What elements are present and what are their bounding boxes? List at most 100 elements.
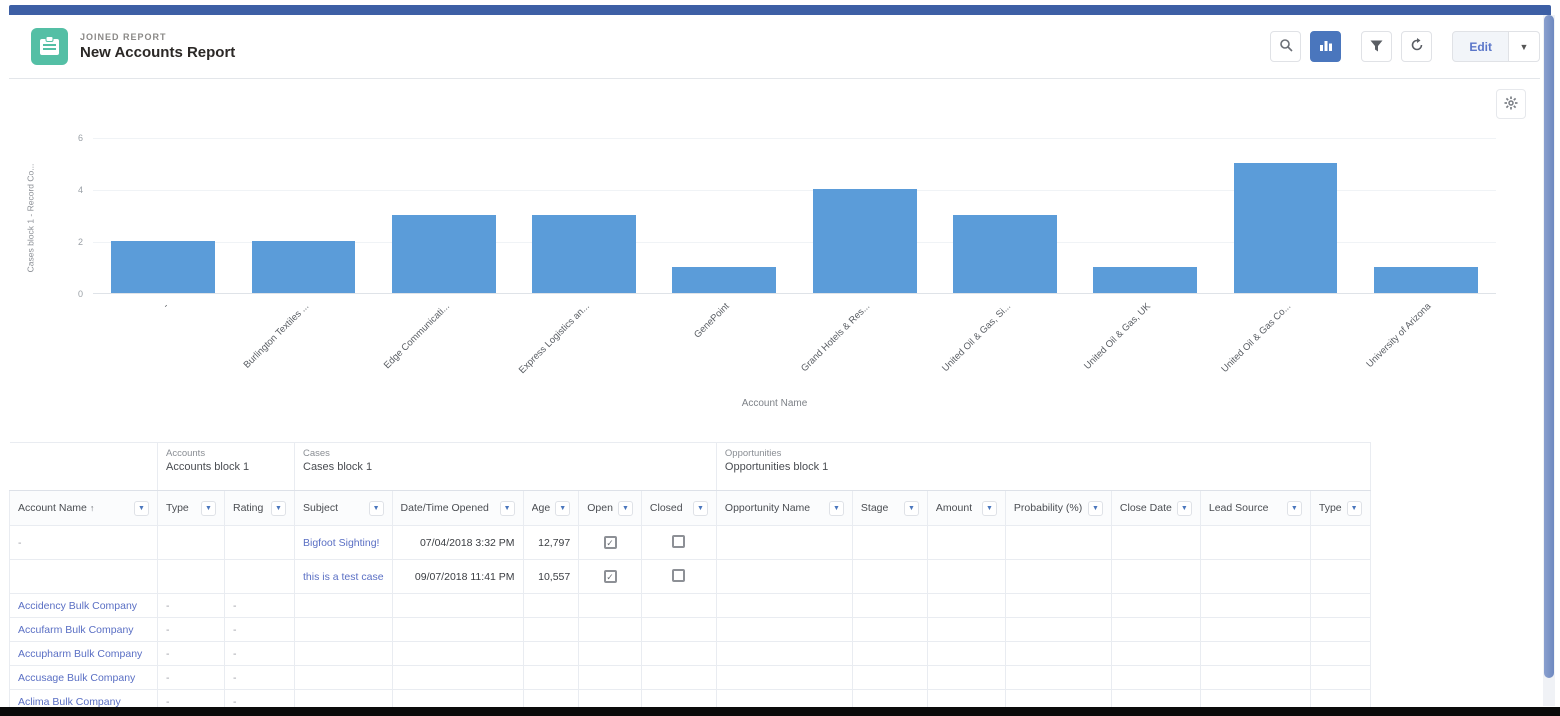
column-header-opened[interactable]: Date/Time Opened ▼ (391, 490, 524, 526)
account-name: - (9, 525, 158, 560)
chart-gridline (93, 138, 1496, 139)
column-header-open[interactable]: Open ▼ (578, 490, 642, 526)
account-name: Accusage Bulk Company (9, 665, 158, 690)
column-header-account[interactable]: Account Name ↑ ▼ (9, 490, 158, 526)
account-name-link[interactable]: Accupharm Bulk Company (18, 647, 143, 660)
column-header-subject[interactable]: Subject ▼ (294, 490, 393, 526)
column-header-age[interactable]: Age ▼ (522, 490, 580, 526)
chart-bar[interactable] (391, 215, 496, 293)
opportunity-empty (1110, 559, 1201, 594)
column-header-closed[interactable]: Closed ▼ (640, 490, 717, 526)
chart-bar-slot: Edge Communicati... (374, 138, 514, 371)
account-name: Aclima Bulk Company (9, 689, 158, 708)
case-subject-link[interactable]: Bigfoot Sighting! (303, 536, 380, 549)
account-name-link[interactable]: Accusage Bulk Company (18, 671, 136, 684)
empty (640, 641, 717, 666)
empty (522, 689, 580, 707)
empty-value-dash: - (18, 536, 22, 549)
chart-bar[interactable] (1093, 267, 1198, 293)
column-header-probability[interactable]: Probability (%) ▼ (1004, 490, 1112, 526)
column-menu-button[interactable]: ▼ (617, 500, 633, 516)
opportunity-empty (1199, 665, 1311, 690)
table-row: Aclima Bulk Company - - (9, 689, 1371, 708)
column-menu-button[interactable]: ▼ (1286, 500, 1302, 516)
column-menu-button[interactable]: ▼ (201, 500, 216, 516)
filter-button[interactable] (1361, 31, 1393, 62)
column-label: Type (166, 502, 189, 514)
column-menu-button[interactable]: ▼ (692, 500, 708, 516)
column-menu-button[interactable]: ▼ (134, 500, 149, 516)
empty (294, 641, 393, 666)
opportunity-empty (715, 525, 853, 560)
column-menu-button[interactable]: ▼ (368, 500, 384, 516)
column-menu-button[interactable]: ▼ (271, 500, 286, 516)
chart-settings-button[interactable] (1496, 89, 1526, 119)
account-name-link[interactable]: Accidency Bulk Company (18, 599, 138, 612)
column-header-stage[interactable]: Stage ▼ (851, 490, 928, 526)
table-row: this is a test case 09/07/2018 11:41 PM 10… (9, 559, 1371, 594)
empty-value-dash: - (233, 599, 237, 612)
opportunity-empty (715, 559, 853, 594)
account-rating: - (224, 689, 295, 708)
case-subject: Bigfoot Sighting! (294, 525, 393, 560)
account-name-link[interactable]: Aclima Bulk Company (18, 695, 121, 708)
case-open-cell: ✓ (578, 525, 642, 560)
column-menu-button[interactable]: ▼ (1087, 500, 1103, 516)
column-header-leadSource[interactable]: Lead Source ▼ (1199, 490, 1311, 526)
table-row: Accidency Bulk Company - - (9, 593, 1371, 618)
opportunity-empty (926, 641, 1006, 666)
account-name-link[interactable]: Accufarm Bulk Company (18, 623, 134, 636)
search-button[interactable] (1270, 31, 1302, 62)
chart-bar[interactable] (251, 241, 356, 293)
block-name: Opportunities block 1 (724, 461, 829, 473)
refresh-button[interactable] (1401, 31, 1433, 62)
column-menu-button[interactable]: ▼ (499, 500, 515, 516)
empty (391, 665, 524, 690)
edit-menu-button[interactable]: ▼ (1509, 31, 1540, 62)
opportunity-empty (851, 559, 928, 594)
chart-bar[interactable] (672, 267, 777, 293)
column-header-opp[interactable]: Opportunity Name ▼ (715, 490, 853, 526)
chart-x-tick-label: United Oil & Gas Co... (1219, 301, 1294, 375)
chart-bar[interactable] (532, 215, 636, 293)
vertical-scrollbar[interactable] (1543, 15, 1555, 706)
edit-button[interactable]: Edit (1452, 31, 1509, 62)
column-menu-button[interactable]: ▼ (828, 500, 844, 516)
column-header-type[interactable]: Type ▼ (157, 490, 225, 526)
column-menu-button[interactable]: ▼ (1176, 500, 1192, 516)
chart-x-tick-label: Express Logistics an... (516, 301, 592, 376)
column-menu-button[interactable]: ▼ (903, 500, 919, 516)
chevron-down-icon: ▼ (1290, 504, 1298, 512)
chart-bar[interactable] (953, 215, 1057, 293)
case-age: 12,797 (522, 525, 580, 560)
case-closed-cell (640, 525, 717, 560)
chart-bar[interactable] (1233, 163, 1338, 293)
chart-x-tick-label: GenePoint (692, 301, 733, 341)
empty-value-dash: - (233, 695, 237, 708)
column-menu-button[interactable]: ▼ (981, 500, 997, 516)
column-header-oppType[interactable]: Type ▼ (1309, 490, 1371, 526)
joined-report-icon (31, 28, 68, 65)
opportunity-empty (715, 593, 853, 618)
column-header-closeDate[interactable]: Close Date ▼ (1110, 490, 1201, 526)
empty (578, 689, 642, 707)
column-header-amount[interactable]: Amount ▼ (926, 490, 1006, 526)
opportunity-empty (1004, 525, 1112, 560)
column-menu-button[interactable]: ▼ (555, 500, 571, 516)
empty (391, 689, 524, 707)
block-name: Accounts block 1 (166, 461, 250, 473)
opportunity-empty (1309, 559, 1371, 594)
opportunity-empty (1004, 617, 1112, 642)
empty (522, 641, 580, 666)
chart-bar[interactable] (111, 241, 216, 293)
scrollbar-thumb[interactable] (1544, 15, 1554, 679)
chart-bar-slot: Grand Hotels & Res... (794, 138, 934, 374)
chevron-down-icon: ▼ (503, 504, 511, 512)
column-header-rating[interactable]: Rating ▼ (224, 490, 295, 526)
column-menu-button[interactable]: ▼ (1346, 500, 1362, 516)
chart-bar[interactable] (812, 189, 917, 293)
empty (294, 665, 393, 690)
chart-bar[interactable] (1373, 267, 1478, 293)
case-subject-link[interactable]: this is a test case (303, 570, 384, 583)
toggle-chart-button[interactable] (1310, 31, 1342, 62)
